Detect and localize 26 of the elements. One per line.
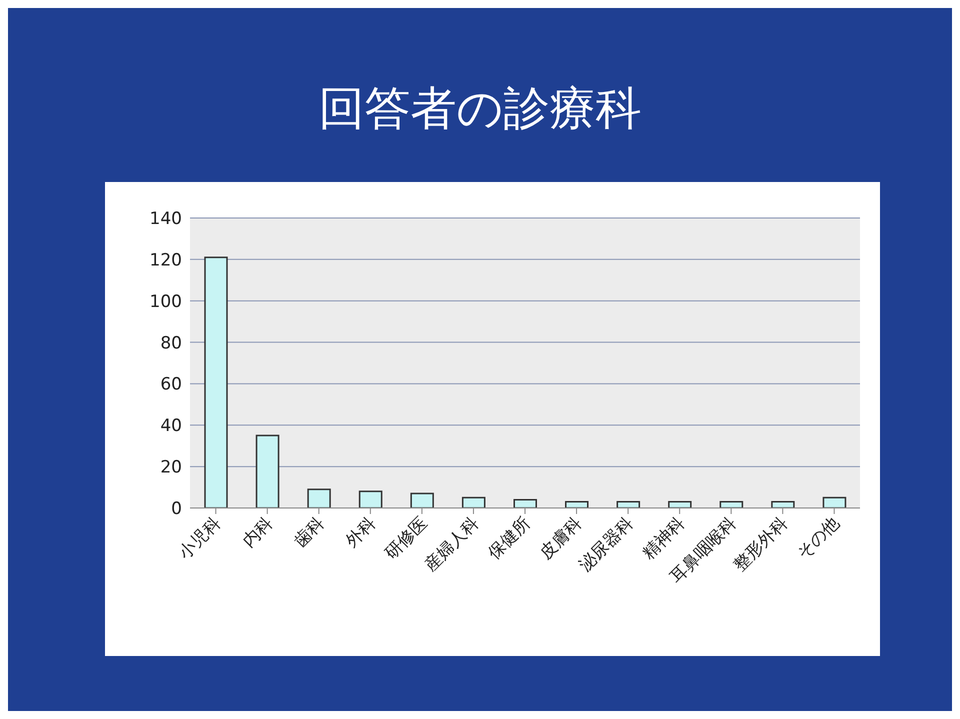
bar xyxy=(720,501,744,508)
y-tick-label: 20 xyxy=(160,458,182,478)
bar xyxy=(668,501,692,508)
bar xyxy=(462,496,486,508)
y-tick-label: 40 xyxy=(160,416,182,436)
bar xyxy=(513,498,537,508)
y-tick-label: 120 xyxy=(150,250,182,270)
x-tick-label: 歯科 xyxy=(290,513,328,552)
bar xyxy=(410,492,434,508)
bar xyxy=(616,501,640,508)
y-tick-label: 140 xyxy=(150,209,182,230)
bar xyxy=(822,496,846,508)
bar xyxy=(771,501,795,508)
x-tick-label: その他 xyxy=(794,513,844,564)
y-tick-label: 60 xyxy=(160,374,182,395)
bar xyxy=(565,501,589,508)
chart-title: 回答者の診療科 xyxy=(318,80,642,137)
bar xyxy=(307,488,331,508)
y-tick-label: 100 xyxy=(150,292,182,312)
x-tick-label: 内科 xyxy=(238,513,277,552)
bar xyxy=(256,434,280,508)
y-tick-label: 80 xyxy=(160,333,182,354)
x-tick-label: 保健所 xyxy=(484,513,535,564)
bar xyxy=(358,490,382,508)
bar xyxy=(204,256,228,508)
x-tick-label: 外科 xyxy=(342,513,380,552)
